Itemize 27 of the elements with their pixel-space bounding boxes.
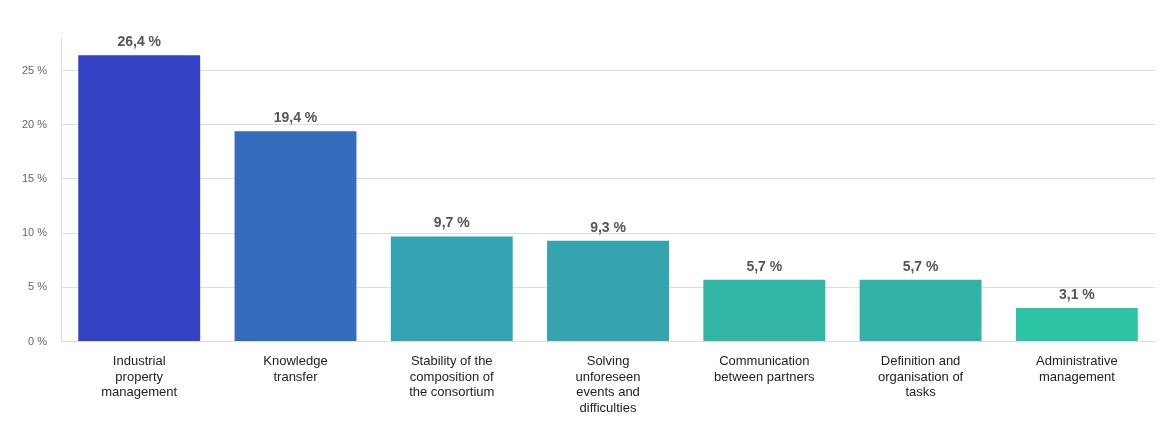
bar	[78, 55, 201, 342]
y-tick-label: 15 %	[21, 171, 48, 184]
y-tick-label: 5 %	[28, 280, 48, 293]
data-label: 19,4 %	[273, 109, 318, 126]
bar	[234, 131, 357, 342]
data-label: 5,7 %	[746, 257, 783, 274]
x-tick-label: Administrative management	[1036, 352, 1118, 384]
data-label: 9,3 %	[590, 218, 627, 235]
x-tick-label: Stability of the composition of the consortium	[409, 352, 495, 400]
y-tick-label: 0 %	[28, 334, 48, 347]
x-tick-label: Industrial property management	[101, 352, 178, 400]
data-label: 26,4 %	[117, 33, 162, 50]
bar	[703, 279, 826, 342]
y-tick-label: 20 %	[21, 117, 48, 130]
bar	[390, 236, 513, 342]
data-label: 5,7 %	[902, 257, 940, 274]
x-tick-label: Communication between partners	[714, 352, 816, 384]
x-tick-label: Solving unforeseen events and difficulties	[575, 352, 641, 415]
data-label: 3,1 %	[1058, 285, 1096, 302]
bar	[547, 240, 669, 342]
bar	[859, 279, 982, 342]
bar	[1015, 307, 1138, 342]
x-tick-label: Knowledge transfer	[263, 352, 328, 384]
x-tick-label: Definition and organisation of tasks	[877, 352, 964, 400]
y-tick-label: 10 %	[21, 226, 48, 239]
data-label: 9,7 %	[433, 214, 471, 231]
y-tick-label: 25 %	[21, 63, 48, 76]
